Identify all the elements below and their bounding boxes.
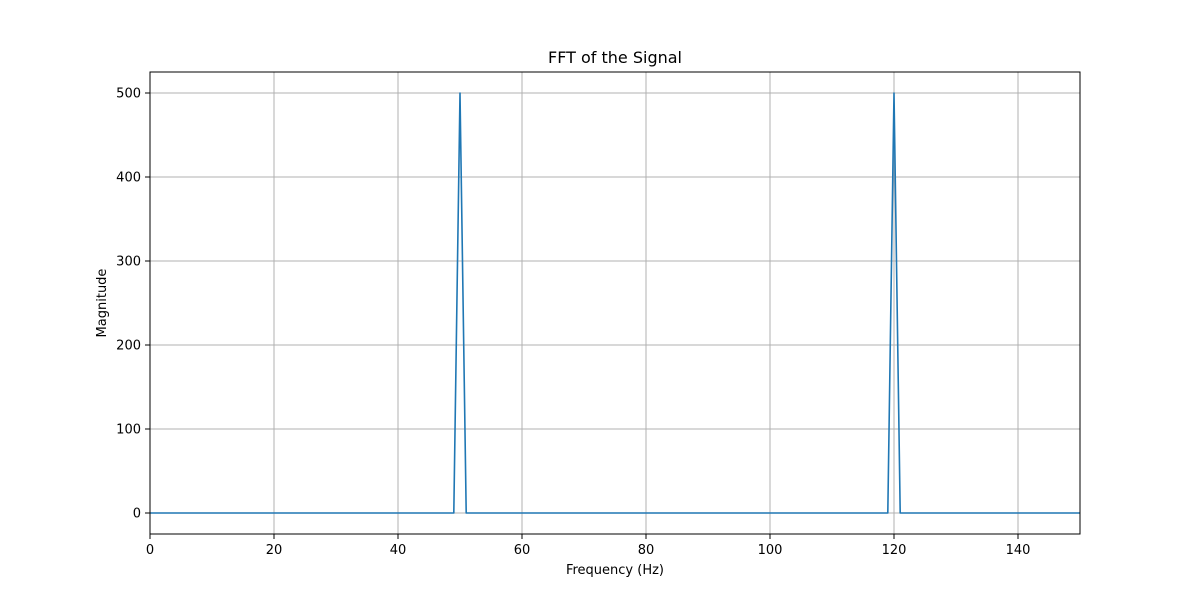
- series-line: [150, 92, 1080, 514]
- x-tick-label: 140: [1006, 543, 1031, 558]
- series-layer: [150, 92, 1080, 514]
- x-tick-label: 0: [146, 543, 154, 558]
- y-tick-label: 300: [116, 255, 141, 270]
- x-ticks: 0 20 40 60 80 100 120 140: [146, 534, 1031, 558]
- x-tick-label: 100: [758, 543, 783, 558]
- y-tick-label: 500: [116, 87, 141, 102]
- y-tick-label: 0: [133, 507, 141, 522]
- x-axis-label: Frequency (Hz): [566, 563, 664, 578]
- y-axis-label: Magnitude: [95, 269, 110, 338]
- plot-frame: [149, 71, 1081, 535]
- y-tick-label: 400: [116, 171, 141, 186]
- y-tick-label: 200: [116, 339, 141, 354]
- x-tick-label: 20: [266, 543, 283, 558]
- x-tick-label: 40: [390, 543, 407, 558]
- y-tick-label: 100: [116, 423, 141, 438]
- grid: [149, 72, 1080, 534]
- x-tick-label: 120: [882, 543, 907, 558]
- x-tick-label: 60: [514, 543, 531, 558]
- y-ticks: 0 100 200 300 400 500: [116, 87, 150, 522]
- chart-title: FFT of the Signal: [548, 48, 682, 67]
- x-tick-label: 80: [638, 543, 655, 558]
